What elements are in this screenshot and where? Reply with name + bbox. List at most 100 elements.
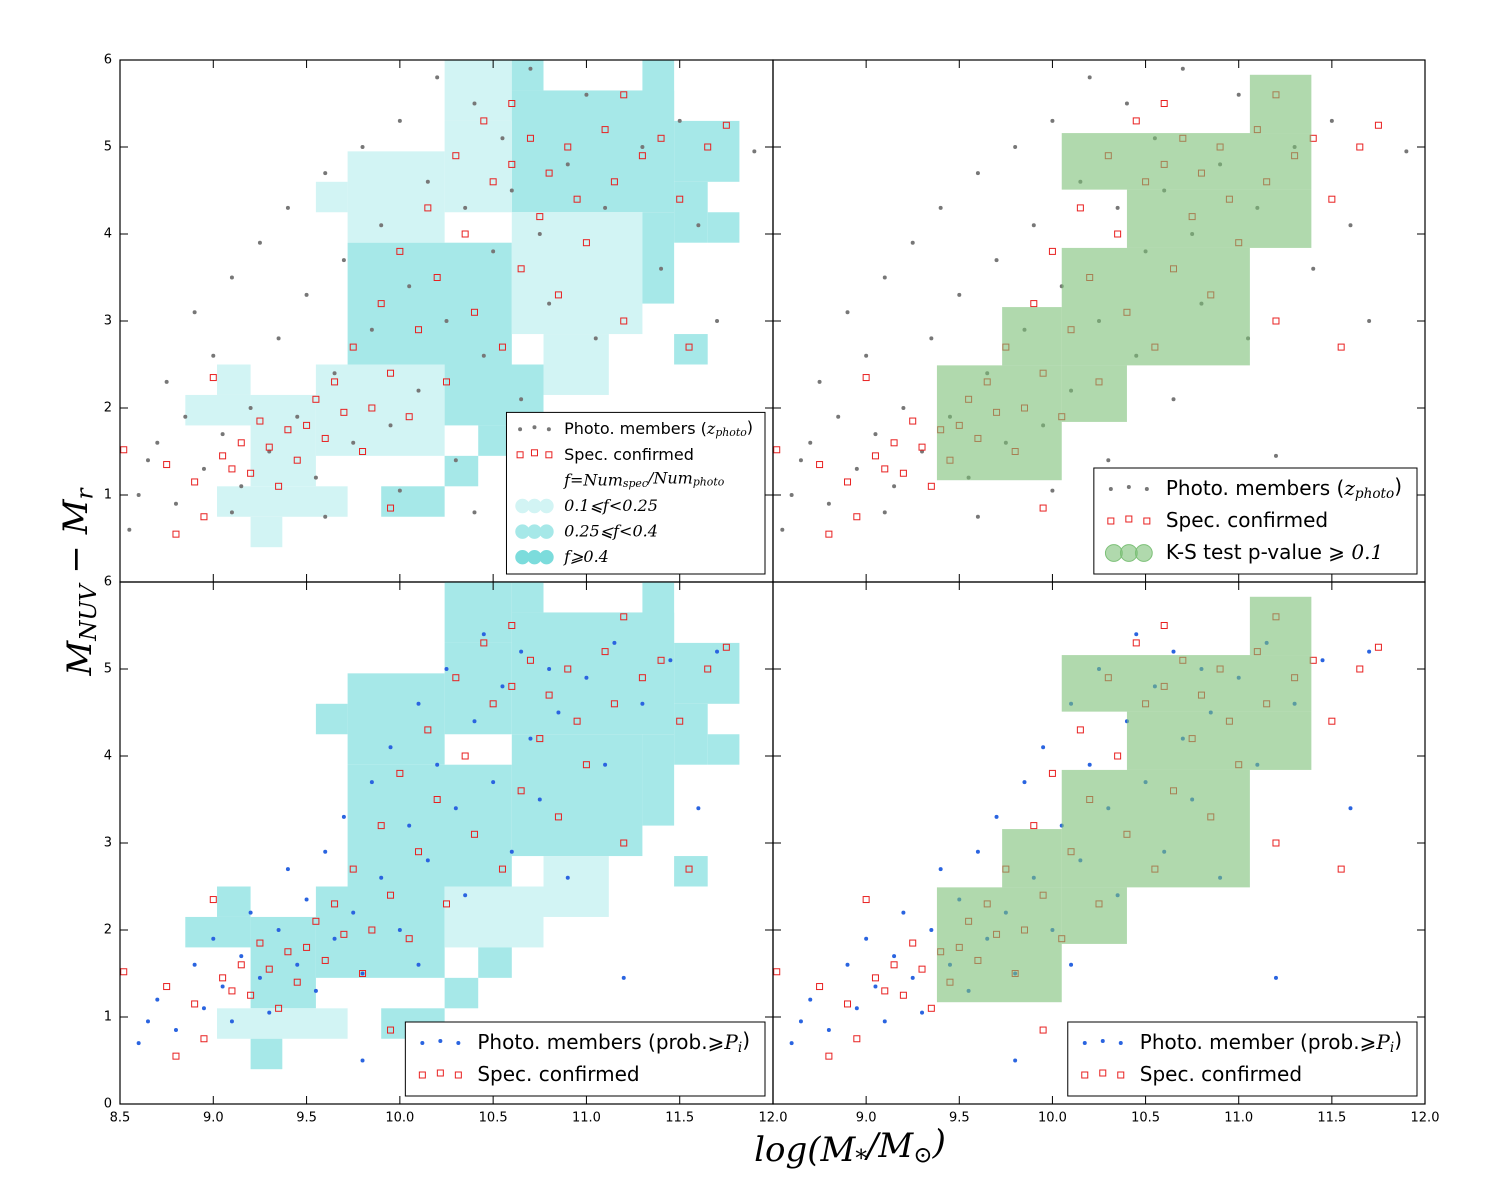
y-tick-label: 4 [104, 227, 112, 242]
point [489, 178, 497, 186]
label-part: /M [864, 1126, 914, 1166]
point [368, 404, 376, 412]
point [275, 1004, 283, 1012]
point [1160, 622, 1168, 629]
point [332, 936, 337, 941]
point [1041, 745, 1046, 750]
point [247, 469, 255, 477]
point [145, 458, 150, 463]
bin-cell [1002, 829, 1062, 888]
point [368, 926, 376, 934]
x-tick-label: 11.5 [665, 1111, 694, 1126]
point [573, 717, 581, 725]
bin-cell [1061, 247, 1250, 366]
label-part: Photo. member (prob.⩾ [1140, 1030, 1377, 1054]
point [200, 513, 208, 521]
point [454, 1071, 462, 1079]
bin-cell [347, 673, 445, 765]
bin-cell [1061, 769, 1250, 888]
bin-cell [511, 612, 675, 735]
point [228, 987, 236, 995]
point [1328, 195, 1336, 203]
bin-cell [1126, 189, 1312, 248]
point [435, 75, 440, 80]
point [1115, 205, 1120, 210]
point [975, 171, 980, 176]
point [882, 510, 887, 515]
point [331, 900, 339, 908]
point [1048, 769, 1056, 777]
point [1320, 658, 1325, 663]
point [638, 674, 646, 682]
point [1348, 806, 1353, 811]
point [396, 769, 404, 777]
legend-label: Spec. confirmed [1166, 508, 1328, 532]
bin-cell [543, 856, 609, 917]
point [461, 752, 469, 760]
bin-cell [217, 1008, 348, 1039]
point [491, 780, 496, 785]
point [173, 1028, 178, 1033]
point [303, 943, 311, 951]
point [556, 710, 561, 715]
point [415, 326, 423, 334]
legend-label: Spec. confirmed [564, 444, 694, 463]
label-part: M [60, 640, 100, 677]
bin-cell [511, 212, 643, 335]
point [899, 469, 907, 477]
point [537, 232, 542, 236]
point [901, 910, 906, 915]
point [295, 962, 300, 967]
legend-label: Photo. members (zphoto) [1166, 473, 1402, 501]
point [1030, 822, 1038, 830]
point [312, 395, 320, 403]
point [816, 983, 824, 991]
label-part: 0.1 [1351, 540, 1383, 564]
point [415, 848, 423, 856]
point [1117, 1071, 1125, 1079]
point [1134, 632, 1139, 637]
point [582, 761, 590, 769]
point [444, 667, 449, 671]
point [321, 956, 329, 964]
legend-frame [404, 1021, 766, 1097]
point [620, 317, 628, 325]
point [192, 962, 197, 967]
point [882, 1019, 887, 1024]
bin-cell [217, 364, 251, 395]
point [696, 806, 701, 811]
point [1311, 266, 1316, 271]
legend-label: Spec. confirmed [477, 1062, 639, 1086]
point [200, 1035, 208, 1043]
point [677, 118, 682, 123]
point [491, 249, 496, 254]
point [780, 527, 785, 532]
bin-cell [444, 60, 512, 121]
point [1050, 488, 1055, 493]
point [929, 336, 934, 341]
point [1031, 223, 1036, 228]
point [1273, 975, 1278, 980]
point [545, 691, 553, 699]
label-part: P [1375, 1030, 1390, 1054]
label-part: r [72, 486, 98, 499]
point [685, 865, 693, 873]
label-part: photo [693, 475, 725, 488]
point [601, 648, 609, 656]
point [500, 136, 505, 141]
point [388, 423, 393, 428]
point [331, 378, 339, 386]
point [601, 126, 609, 134]
point [816, 461, 824, 469]
bin-cell [543, 334, 609, 395]
point [265, 965, 273, 973]
bin-cell [315, 703, 348, 735]
legend: Photo. members (zphoto)Spec. confirmedf=… [505, 411, 766, 575]
point [1050, 118, 1055, 123]
point [323, 849, 328, 854]
panel: 9.0 9.5 10.0 10.5 11.0 11.5 12.0 Photo. member … [772, 581, 1439, 1126]
point [183, 414, 188, 419]
label-part: Spec. confirmed [564, 444, 694, 463]
label-part: = [570, 470, 583, 489]
legend: Photo. members (prob.⩾Pi) Spec. confirmed [404, 1021, 766, 1097]
